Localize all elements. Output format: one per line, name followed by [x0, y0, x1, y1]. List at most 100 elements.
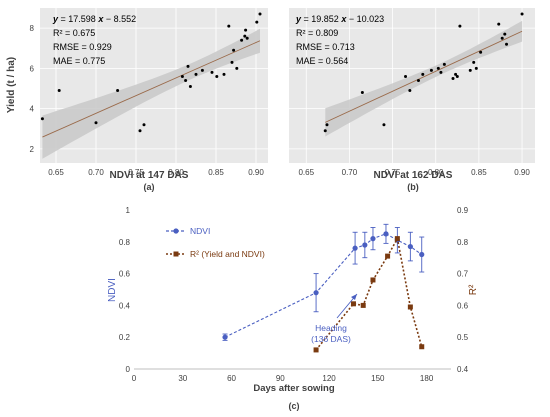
- y-tick-label: 0.6: [119, 270, 131, 279]
- data-point: [442, 62, 446, 66]
- y2-tick-label: 0.9: [457, 206, 469, 215]
- panel-b-regression-line: [325, 30, 523, 123]
- panel-b-caption: (b): [407, 182, 419, 192]
- data-point: [429, 68, 433, 72]
- data-point: [200, 68, 204, 72]
- x-tick-label: 0.85: [208, 168, 224, 177]
- data-point: [116, 89, 120, 93]
- x-tick-label: 0.75: [385, 168, 401, 177]
- panel-a-points: [40, 12, 262, 133]
- heading-das-label: (136 DAS): [311, 334, 351, 344]
- panel-c-y2-label: R²: [468, 284, 479, 295]
- data-point: [94, 121, 98, 125]
- panel-a-x-label: NDVI at 147 DAS: [110, 170, 189, 181]
- panel-a-yield-vs-ndvi-147: 0.65 0.70 0.75 0.80 0.85 0.90 2 4 6 8 y = 17.598…: [6, 8, 268, 192]
- ndvi-point: [419, 251, 425, 258]
- data-point: [215, 74, 219, 78]
- ndvi-point: [313, 290, 319, 296]
- data-point: [232, 48, 236, 52]
- data-point: [360, 91, 364, 95]
- data-point: [497, 22, 501, 26]
- data-point: [142, 123, 146, 127]
- panel-b-rmse: RMSE = 0.713: [296, 42, 355, 52]
- panel-a-y-label: Yield (t / ha): [6, 57, 17, 113]
- x-tick-label: 0.90: [248, 168, 264, 177]
- y2-tick-label: 0.8: [457, 238, 469, 247]
- data-point: [404, 74, 408, 78]
- r2-point: [394, 236, 400, 242]
- panel-b-equation: y = 19.852 x − 10.023: [295, 14, 384, 24]
- x-tick-label: 0.85: [471, 168, 487, 177]
- y-tick-label: 4: [30, 105, 35, 114]
- data-point: [227, 24, 231, 28]
- x-tick-label: 0.80: [428, 168, 444, 177]
- panel-b-r2: R² = 0.809: [296, 28, 338, 38]
- data-point: [520, 12, 524, 16]
- data-point: [479, 50, 483, 54]
- r2-point: [313, 347, 319, 353]
- data-point: [439, 70, 443, 74]
- panel-c-r2-series: [313, 236, 425, 353]
- data-point: [210, 70, 214, 74]
- r2-point: [385, 253, 391, 259]
- data-point: [244, 28, 248, 32]
- y-tick-label: 6: [30, 64, 35, 73]
- panel-c-x-label: Days after sowing: [253, 383, 334, 394]
- y2-tick-label: 0.6: [457, 301, 469, 310]
- data-point: [230, 60, 234, 64]
- x-tick-label: 30: [178, 374, 187, 383]
- y2-tick-label: 0.7: [457, 270, 469, 279]
- panel-b-confidence-band: [325, 20, 523, 137]
- y2-tick-label: 0.5: [457, 333, 469, 342]
- data-point: [186, 64, 190, 68]
- data-point: [188, 85, 192, 89]
- panel-c-ndvi-series: [222, 223, 425, 341]
- x-tick-label: 0.70: [342, 168, 358, 177]
- ndvi-point: [407, 243, 413, 250]
- x-tick-label: 0.65: [298, 168, 314, 177]
- heading-label: Heading: [315, 323, 347, 333]
- data-point: [180, 74, 184, 78]
- data-point: [323, 129, 327, 133]
- legend-r2-label: R² (Yield and NDVI): [190, 249, 265, 259]
- y-tick-label: 1: [126, 206, 131, 215]
- data-point: [474, 66, 478, 70]
- data-point: [505, 42, 509, 46]
- ndvi-point: [352, 245, 358, 251]
- data-point: [468, 68, 472, 72]
- panel-b-x-ticks: 0.65 0.70 0.75 0.80 0.85 0.90: [298, 168, 530, 177]
- y-tick-label: 2: [30, 145, 35, 154]
- panel-a-rmse: RMSE = 0.929: [53, 42, 112, 52]
- x-tick-label: 0.90: [514, 168, 530, 177]
- panel-a-r2: R² = 0.675: [53, 28, 95, 38]
- data-point: [184, 78, 188, 82]
- y2-tick-label: 0.4: [457, 365, 469, 374]
- x-tick-label: 180: [420, 374, 434, 383]
- data-point: [500, 36, 504, 40]
- r2-point: [360, 302, 366, 308]
- panel-b-x-label: NDVI at 162 DAS: [374, 170, 453, 181]
- data-point: [421, 72, 425, 76]
- panel-b-points: [323, 12, 524, 133]
- data-point: [245, 36, 249, 40]
- x-tick-label: 0.65: [48, 168, 64, 177]
- data-point: [455, 74, 459, 78]
- panel-a-mae: MAE = 0.775: [53, 56, 105, 66]
- x-tick-label: 0: [132, 374, 137, 383]
- y-tick-label: 0.8: [119, 238, 131, 247]
- panel-b-yield-vs-ndvi-162: 0.65 0.70 0.75 0.80 0.85 0.90 y = 19.852 x − …: [289, 8, 535, 192]
- r2-point: [370, 277, 376, 283]
- data-point: [40, 117, 44, 121]
- panel-a-x-ticks: 0.65 0.70 0.75 0.80 0.85 0.90: [48, 168, 264, 177]
- data-point: [138, 129, 142, 133]
- panel-a-equation: y = 17.598 x − 8.552: [52, 14, 136, 24]
- r2-point: [407, 304, 413, 310]
- data-point: [222, 72, 226, 76]
- data-point: [472, 60, 476, 64]
- r2-point: [419, 344, 425, 350]
- panel-c-legend: NDVI R² (Yield and NDVI): [166, 226, 265, 259]
- x-tick-label: 120: [322, 374, 336, 383]
- x-tick-label: 60: [227, 374, 236, 383]
- data-point: [255, 20, 259, 24]
